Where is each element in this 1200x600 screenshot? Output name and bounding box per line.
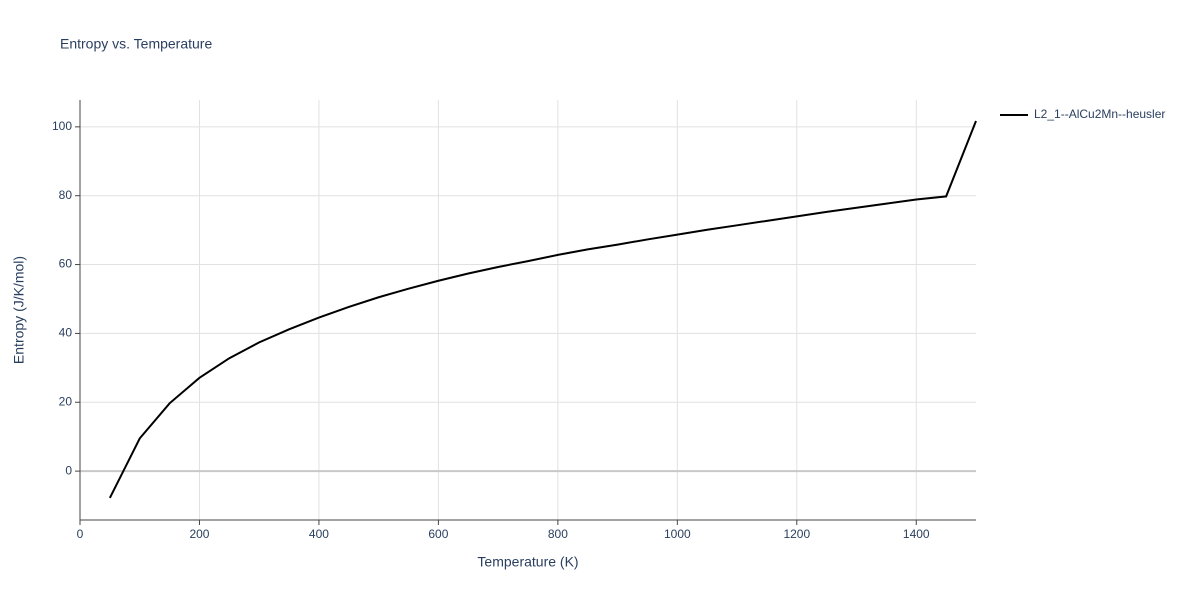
x-tick-label: 0 — [77, 527, 84, 541]
x-tick-label: 1400 — [903, 527, 930, 541]
data-line — [108, 120, 977, 499]
x-tick-label: 600 — [428, 527, 448, 541]
y-tick-label: 0 — [65, 463, 72, 477]
x-tick-label: 400 — [309, 527, 329, 541]
y-tick-label: 100 — [52, 119, 72, 133]
x-tick-label: 200 — [189, 527, 209, 541]
y-tick-label: 40 — [59, 326, 73, 340]
y-tick-label: 80 — [59, 188, 73, 202]
x-axis-title: Temperature (K) — [477, 554, 578, 570]
y-axis-title: Entropy (J/K/mol) — [11, 256, 27, 364]
x-tick-label: 1000 — [664, 527, 691, 541]
x-tick-label: 1200 — [783, 527, 810, 541]
chart-title: Entropy vs. Temperature — [60, 36, 212, 52]
x-tick-label: 800 — [548, 527, 568, 541]
y-tick-label: 60 — [59, 257, 73, 271]
legend-label: L2_1--AlCu2Mn--heusler — [1034, 107, 1165, 121]
y-tick-label: 20 — [59, 394, 73, 408]
